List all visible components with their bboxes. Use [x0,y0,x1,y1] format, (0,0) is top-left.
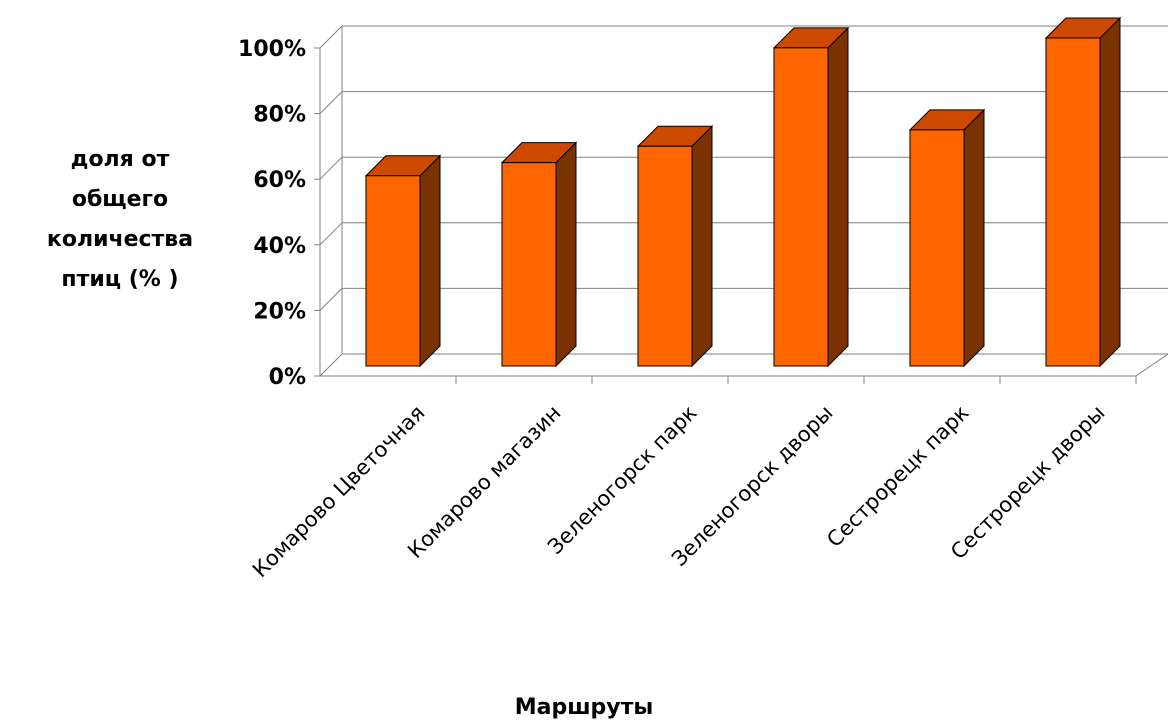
gridline-depth [319,25,343,49]
gridline-depth [319,353,343,377]
y-tick-label: 60% [253,168,306,193]
bar [501,162,557,367]
gridline-depth [319,222,343,246]
y-tick-label: 20% [253,299,306,324]
bar [365,175,421,367]
gridline-depth [319,156,343,180]
y-tick-label: 100% [238,37,306,62]
bar [637,145,693,367]
bar-side [963,108,985,368]
y-tick-label: 0% [269,365,306,390]
y-axis-label-line: птиц (% ) [61,267,179,292]
bar-side [419,154,441,368]
x-axis-label: Маршруты [514,695,654,720]
y-axis-label-line: общего [71,187,169,212]
bar-side [691,125,713,368]
bar-side [555,141,577,368]
y-axis-label: доля от общего количества птиц (% ) [30,140,210,300]
x-tick-label: Сестрорецк дворы [946,401,1109,564]
bar-side [1099,16,1121,368]
floor-edge [1135,353,1168,377]
bar [1045,37,1101,367]
gridline-depth [319,91,343,114]
y-axis-label-line: доля от [70,147,170,172]
bar [909,129,965,367]
x-tick-label: Зеленогорск парк [543,401,701,559]
y-tick-label: 40% [253,234,306,259]
bar [773,47,829,367]
gridline-depth [319,288,343,311]
y-tick-label: 80% [253,103,306,128]
x-tick-label: Комарово Цветочная [248,401,430,583]
x-tick-label: Сестрорецк парк [822,401,973,552]
x-tick-label: Комарово магазин [403,401,565,563]
bar-side [827,26,849,368]
y-axis-label-line: количества [46,227,194,252]
